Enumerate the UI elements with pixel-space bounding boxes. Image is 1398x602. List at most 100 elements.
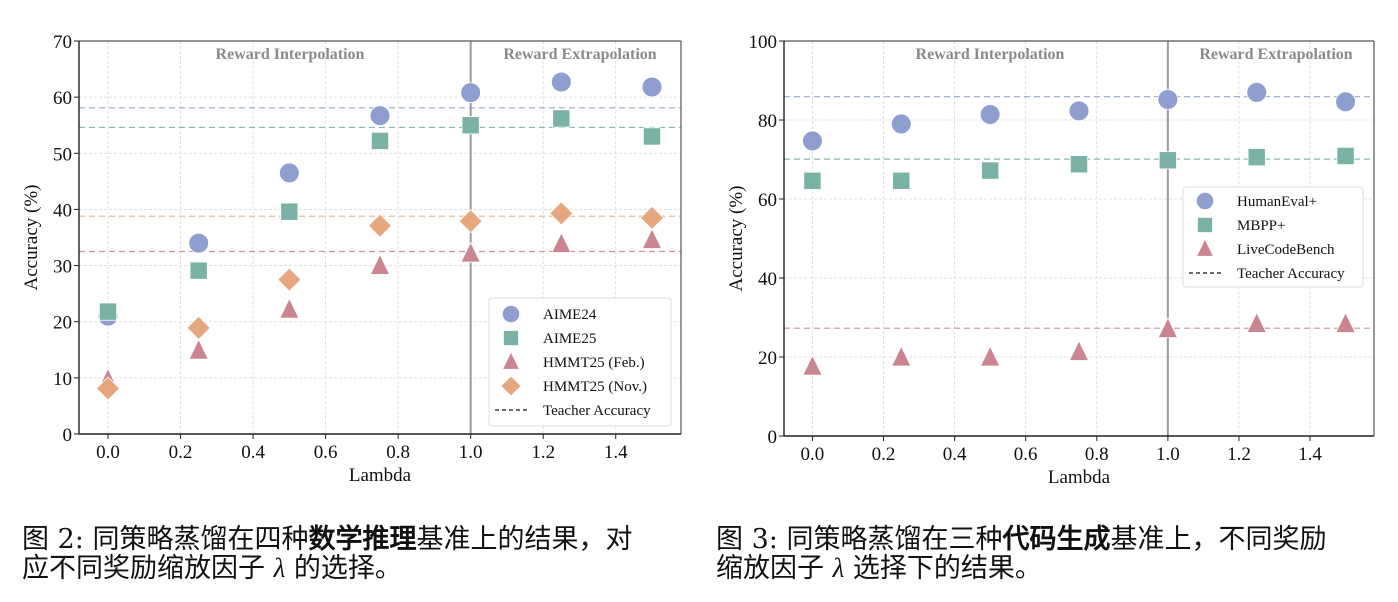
legend-label-livecodebench: LiveCodeBench [1237,242,1335,258]
data-point-hmmt25-feb [188,338,209,360]
annotation-reward-interpolation: Reward Interpolation [916,46,1065,63]
y-tick-label: 40 [53,200,72,221]
legend-label-hmmt25-feb: HMMT25 (Feb.) [543,355,645,371]
x-tick-label: 0.4 [943,444,967,465]
caption-bold-text: 数学推理 [308,524,417,555]
data-point-aime25 [280,202,299,221]
series-humaneval [802,82,1356,152]
data-point-humaneval [1246,82,1268,103]
x-tick-label: 0.4 [241,442,265,463]
caption-text: 图 3: 同策略蒸馏在三种 [716,524,1003,555]
x-axis-label: Lambda [349,465,412,486]
y-axis-label: Accuracy (%) [726,185,747,291]
data-point-livecodebench [1335,311,1356,333]
lambda-symbol: λ [273,553,286,583]
caption-bold-text: 代码生成 [1002,524,1111,555]
data-point-aime25 [642,127,662,146]
y-tick-label: 40 [758,269,777,290]
legend-marker-hmmt25-nov [500,375,522,397]
data-point-hmmt25-feb [460,241,481,263]
data-point-hmmt25-feb [279,297,300,319]
data-point-hmmt25-feb [551,231,572,253]
legend-label-humaneval: HumanEval+ [1237,194,1317,210]
annotation-reward-extrapolation: Reward Extrapolation [1199,46,1352,63]
data-point-livecodebench [802,354,823,376]
data-point-livecodebench [1068,339,1090,361]
x-tick-label: 1.2 [1227,444,1251,465]
x-tick-label: 1.4 [1298,444,1322,465]
data-point-aime25 [189,261,208,280]
data-point-humaneval [890,113,912,135]
lambda-symbol: λ [832,553,845,583]
data-point-humaneval [1335,91,1356,113]
x-tick-label: 0.6 [314,442,338,463]
legend-label-hmmt25-nov: HMMT25 (Nov.) [543,379,647,395]
data-point-aime25 [370,131,390,150]
y-axis-label: Accuracy (%) [21,184,42,290]
data-point-mbpp [892,171,911,190]
data-point-mbpp [1158,151,1177,170]
data-point-aime25 [552,109,571,128]
series-mbpp [803,146,1355,190]
legend-label-aime25: AIME25 [543,331,596,347]
caption-text: 应不同奖励缩放因子 [22,553,274,584]
data-point-hmmt25-nov [277,267,302,292]
data-point-humaneval [1068,100,1090,122]
data-point-aime24 [188,232,209,254]
data-point-hmmt25-feb [641,227,663,249]
data-point-hmmt25-nov [95,376,121,401]
data-point-mbpp [1336,146,1355,165]
x-tick-label: 0.0 [96,442,120,463]
x-tick-label: 0.6 [1014,444,1038,465]
data-point-mbpp [1069,155,1089,174]
legend-label-teacher-accuracy: Teacher Accuracy [543,403,651,419]
y-tick-label: 20 [758,348,777,369]
math-reasoning-chart: Reward Interpolation Reward Extrapolation… [21,32,682,486]
x-tick-label: 0.8 [386,442,410,463]
caption-text: 选择下的结果。 [844,553,1042,584]
caption-text: 基准上，不同奖励 [1110,524,1327,555]
data-point-aime24 [369,105,391,126]
x-tick-label: 0.0 [801,444,825,465]
legend-marker-livecodebench [1195,238,1215,257]
y-tick-label: 0 [768,427,778,448]
data-point-livecodebench [1246,311,1267,333]
legend-marker-hmmt25-feb [501,351,521,370]
legend-label-teacher-accuracy: Teacher Accuracy [1237,266,1345,282]
data-point-hmmt25-nov [186,315,211,340]
caption-text: 缩放因子 [716,553,833,584]
legend: AIME24 AIME25 HMMT25 (Feb.) HMMT25 (Nov.) Te… [488,297,672,427]
data-point-livecodebench [1157,317,1179,339]
data-point-aime25 [98,302,118,321]
x-tick-label: 0.2 [872,444,896,465]
y-tick-label: 60 [758,190,777,211]
legend-box [1182,186,1364,288]
y-tick-label: 70 [53,32,72,53]
data-point-aime25 [461,116,480,135]
data-point-hmmt25-nov [549,201,574,226]
x-tick-label: 1.4 [604,442,628,463]
data-point-mbpp [1247,148,1266,167]
series-livecodebench [802,311,1356,376]
y-tick-label: 80 [758,111,777,132]
code-generation-chart: Reward Interpolation Reward Extrapolation… [726,32,1375,488]
y-tick-label: 100 [749,32,778,53]
figure-2-caption: 图 2: 同策略蒸馏在四种数学推理基准上的结果，对 应不同奖励缩放因子 λ 的选… [22,525,702,583]
y-tick-label: 20 [53,313,72,334]
data-point-hmmt25-nov [367,213,393,238]
data-point-mbpp [981,161,1000,180]
legend: HumanEval+ MBPP+ LiveCodeBench Teacher Accu… [1182,186,1364,288]
data-point-aime24 [460,82,481,103]
annotation-reward-interpolation: Reward Interpolation [216,46,365,63]
x-tick-label: 0.2 [169,442,193,463]
legend-marker-mbpp [1197,217,1213,233]
annotation-reward-extrapolation: Reward Extrapolation [503,46,656,63]
series-hmmt25-nov [95,201,665,401]
data-point-hmmt25-nov [639,205,665,230]
y-tick-label: 50 [53,144,72,165]
caption-text: 基准上的结果，对 [416,524,633,555]
y-tick-label: 0 [63,425,73,446]
data-point-aime24 [279,162,300,184]
data-point-aime24 [551,71,572,93]
y-tick-label: 30 [53,257,72,278]
